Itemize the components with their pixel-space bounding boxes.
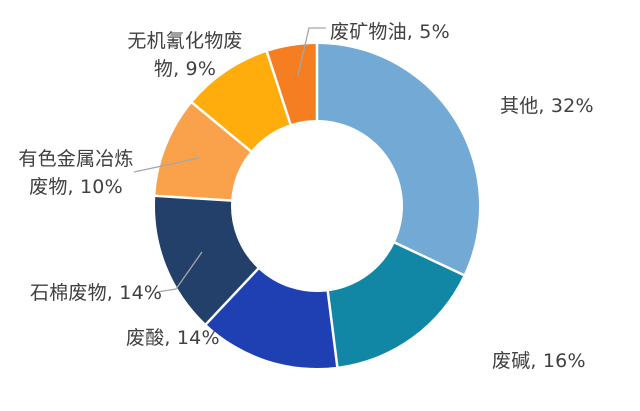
slice-label-waste-mineral-oil: 废矿物油, 5% bbox=[330, 21, 450, 43]
slice-label-waste-alkali: 废碱, 16% bbox=[492, 350, 586, 372]
slice-separator bbox=[190, 101, 253, 153]
donut-slice-3 bbox=[155, 195, 259, 325]
donut-slice-4 bbox=[155, 102, 251, 201]
donut-slice-6 bbox=[266, 44, 317, 125]
slice-separators bbox=[154, 43, 466, 368]
leader-line-nonferrous-smelting-waste bbox=[133, 157, 200, 173]
slice-separator bbox=[265, 50, 292, 126]
slice-separator bbox=[326, 290, 339, 368]
donut-slice-1 bbox=[327, 242, 464, 367]
slice-separator bbox=[154, 194, 233, 202]
donut-slice-2 bbox=[206, 268, 338, 368]
leader-line-asbestos-waste bbox=[156, 251, 203, 293]
slice-label-nonferrous-smelting-waste: 有色金属冶炼废物, 10% bbox=[18, 148, 134, 198]
donut-slices bbox=[155, 44, 479, 368]
leader-line-waste-mineral-oil bbox=[297, 27, 326, 76]
slice-label-other: 其他, 32% bbox=[500, 95, 594, 117]
slice-separator bbox=[204, 267, 260, 326]
donut-slice-0 bbox=[317, 44, 479, 275]
slice-label-asbestos-waste: 石棉废物, 14% bbox=[30, 282, 163, 304]
slice-label-waste-acid: 废酸, 14% bbox=[126, 327, 220, 349]
donut-slice-5 bbox=[192, 51, 291, 152]
slice-separator bbox=[393, 241, 466, 277]
leader-lines bbox=[133, 27, 326, 293]
slice-label-inorganic-cyanide-waste: 无机氰化物废物, 9% bbox=[127, 30, 243, 80]
